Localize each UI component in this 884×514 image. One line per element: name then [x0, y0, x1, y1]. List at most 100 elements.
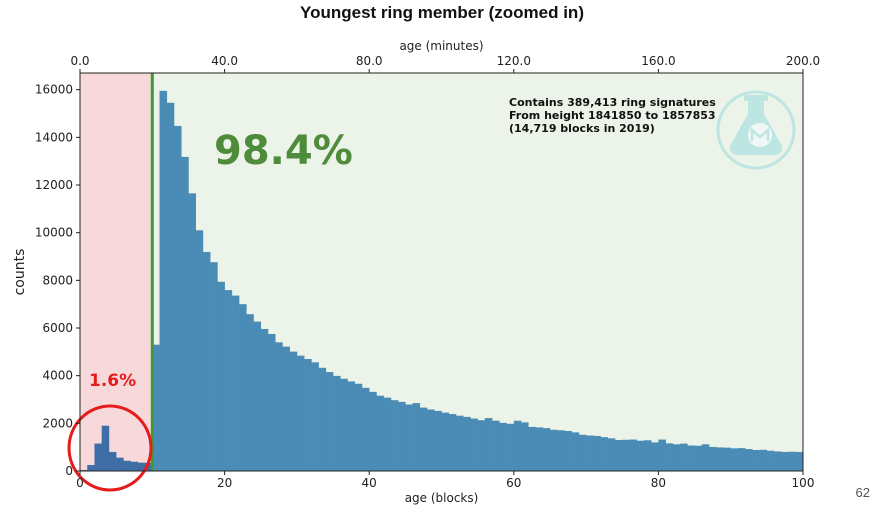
- histogram-bar: [419, 407, 428, 471]
- histogram-bar: [564, 430, 572, 471]
- histogram-bar: [166, 102, 175, 471]
- histogram-bar: [636, 440, 645, 471]
- logo-coin: [748, 123, 772, 147]
- histogram-bar: [304, 358, 312, 471]
- histogram-bar: [600, 437, 609, 471]
- histogram-bar: [658, 439, 666, 471]
- histogram-bar: [318, 367, 327, 471]
- histogram-bar: [759, 449, 768, 471]
- histogram-bar: [137, 462, 146, 471]
- histogram-bar: [260, 328, 269, 471]
- histogram-bar: [477, 420, 486, 471]
- annotation-line: From height 1841850 to 1857853: [509, 109, 716, 122]
- highlight-circle: [67, 404, 153, 492]
- histogram-bar: [398, 401, 406, 471]
- histogram-bar: [123, 460, 131, 471]
- x-axis-label: age (blocks): [405, 491, 479, 505]
- histogram-bar: [737, 448, 746, 471]
- x-tick-label: 80: [651, 476, 666, 490]
- histogram-bar: [188, 193, 196, 471]
- y-tick-label: 6000: [42, 321, 73, 335]
- histogram-bar: [687, 445, 695, 471]
- x2-tick-label: 160.0: [641, 54, 675, 68]
- histogram-bar: [680, 443, 688, 471]
- histogram-bar: [405, 404, 413, 471]
- histogram-bar: [210, 262, 218, 471]
- histogram-bar: [173, 125, 182, 471]
- y-tick-label: 2000: [42, 416, 73, 430]
- histogram-bar: [202, 251, 211, 471]
- y-tick-label: 12000: [35, 178, 73, 192]
- histogram-bar: [195, 230, 204, 471]
- histogram-bar: [296, 355, 305, 471]
- histogram-bar: [549, 429, 558, 471]
- histogram-bar: [593, 435, 601, 471]
- logo-m-mark: [750, 127, 770, 141]
- histogram-bar: [369, 391, 377, 471]
- monero-flask-logo: [716, 90, 796, 170]
- histogram-bar: [513, 420, 522, 471]
- histogram-bar: [730, 448, 739, 471]
- histogram-bar: [87, 465, 95, 471]
- histogram-bar: [441, 412, 450, 471]
- histogram-bar: [231, 295, 240, 471]
- histogram-bar: [607, 438, 616, 471]
- histogram-bar: [101, 425, 110, 471]
- annotation-line: (14,719 blocks in 2019): [509, 122, 655, 135]
- histogram-bar: [311, 362, 319, 471]
- histogram-bar: [781, 451, 789, 471]
- region-low-shade: [80, 73, 153, 471]
- histogram-bar: [427, 409, 435, 471]
- histogram-bar: [651, 442, 659, 471]
- plot-frame: [79, 72, 804, 472]
- histogram-bar: [390, 400, 399, 471]
- histogram-bar: [766, 450, 775, 471]
- high-percentage-label: 98.4%: [214, 128, 353, 174]
- y-tick-label: 10000: [35, 226, 73, 240]
- histogram-bar: [340, 378, 348, 471]
- histogram-bar: [239, 304, 247, 471]
- histogram-bar: [267, 333, 276, 471]
- histogram-bar: [795, 451, 804, 471]
- x-tick-label: 0: [76, 476, 84, 490]
- histogram-bar: [383, 397, 392, 471]
- histogram-bar: [246, 314, 254, 471]
- x-tick-label: 60: [506, 476, 521, 490]
- histogram-bar: [434, 410, 442, 471]
- low-percentage-label: 1.6%: [89, 371, 136, 391]
- histogram-bar: [181, 156, 189, 471]
- histogram-bar: [643, 440, 652, 471]
- histogram-bar: [145, 462, 153, 471]
- histogram-bar: [130, 461, 139, 471]
- histogram-bar: [542, 428, 551, 471]
- histogram-bar: [701, 444, 710, 471]
- histogram-bar: [94, 443, 102, 471]
- x2-tick-label: 0.0: [70, 54, 89, 68]
- histogram-bar: [578, 434, 587, 471]
- histogram-bar: [745, 449, 753, 471]
- histogram-bar: [282, 346, 290, 471]
- histogram-bar: [484, 418, 493, 471]
- histogram-bar: [354, 383, 363, 471]
- histogram-bar: [629, 439, 638, 471]
- histogram-bar: [470, 418, 478, 471]
- histogram-bar: [788, 451, 797, 471]
- histogram-bar: [448, 414, 457, 471]
- histogram-bar: [492, 420, 500, 471]
- histogram-bar: [535, 427, 544, 471]
- y-tick-label: 4000: [42, 369, 73, 383]
- histogram-bar: [325, 372, 334, 471]
- histogram-bar: [412, 403, 421, 471]
- histogram-bar: [224, 290, 233, 471]
- histogram-bar: [159, 90, 168, 472]
- histogram-bar: [521, 422, 529, 471]
- x-tick-label: 100: [792, 476, 815, 490]
- x2-tick-label: 40.0: [211, 54, 238, 68]
- histogram-bar: [716, 447, 724, 471]
- histogram-bar: [752, 450, 760, 471]
- x2-tick-label: 200.0: [786, 54, 820, 68]
- x2-tick-label: 120.0: [497, 54, 531, 68]
- histogram-bar: [108, 451, 117, 471]
- histogram-bar: [665, 443, 674, 471]
